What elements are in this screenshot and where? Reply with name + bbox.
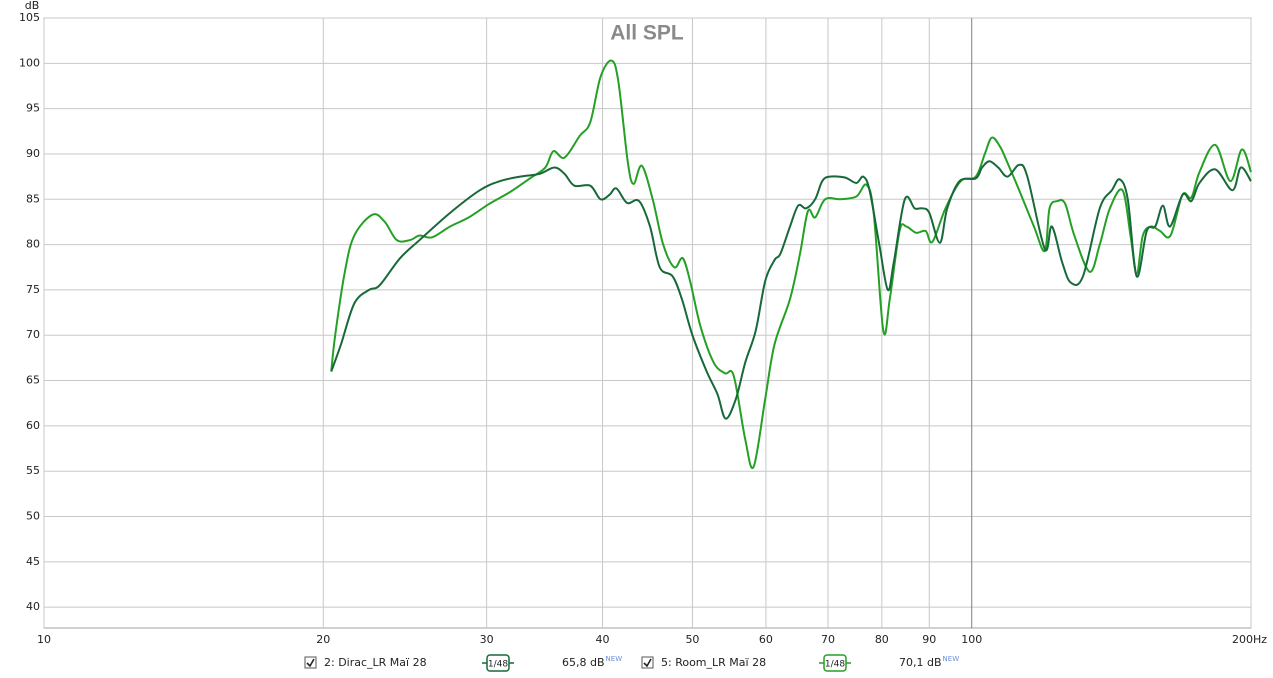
legend-check [306,658,315,668]
x-tick-label: 30 [480,633,494,646]
legend-checkbox [641,656,654,669]
y-tick-label: 55 [26,464,40,477]
smoothing-box [486,654,510,672]
y-tick-label: 40 [26,600,40,613]
legend-checkbox [304,656,317,669]
y-tick-label: 95 [26,102,40,115]
y-tick-label: 100 [19,56,40,69]
series-line [330,160,1252,420]
x-tick-label: 40 [596,633,610,646]
chart-title: All SPL [610,22,684,45]
y-tick-label: 70 [26,328,40,341]
y-tick-label: 90 [26,147,40,160]
x-tick-label: 60 [759,633,773,646]
x-tick-label: 50 [685,633,699,646]
x-tick-label: 90 [922,633,936,646]
y-tick-label: 75 [26,283,40,296]
y-tick-label: 50 [26,510,40,523]
smoothing-label: 1/48 [825,660,845,670]
legend-badge: NEW [943,655,960,663]
legend-check [643,658,652,668]
legend-label: 5: Room_LR Maï 28 [661,656,766,669]
legend-label: 2: Dirac_LR Maï 28 [324,656,427,669]
y-axis-label: dB [25,0,40,12]
smoothing-label: 1/48 [488,660,508,670]
grid [43,17,1252,628]
x-tick-label: 100 [961,633,982,646]
legend-level: 65,8 dB [562,656,605,669]
x-tick-label: 200Hz [1232,633,1267,646]
legend-item: 5: Room_LR Maï 28 1/48 70,1 dB NEW [641,654,960,672]
y-tick-label: 45 [26,555,40,568]
legend-badge: NEW [606,655,623,663]
y-tick-label: 60 [26,419,40,432]
y-tick-label: 85 [26,192,40,205]
series-line [330,59,1252,470]
y-tick-label: 80 [26,238,40,251]
x-tick-label: 20 [316,633,330,646]
x-tick-label: 70 [821,633,835,646]
x-tick-label: 10 [37,633,51,646]
y-tick-label: 65 [26,374,40,387]
y-tick-label: 105 [19,11,40,24]
x-tick-label: 80 [875,633,889,646]
smoothing-box [823,654,847,672]
legend-level: 70,1 dB [899,656,942,669]
plot-area [43,17,1252,629]
legend-item: 2: Dirac_LR Maï 28 1/48 65,8 dB NEW [304,654,623,672]
